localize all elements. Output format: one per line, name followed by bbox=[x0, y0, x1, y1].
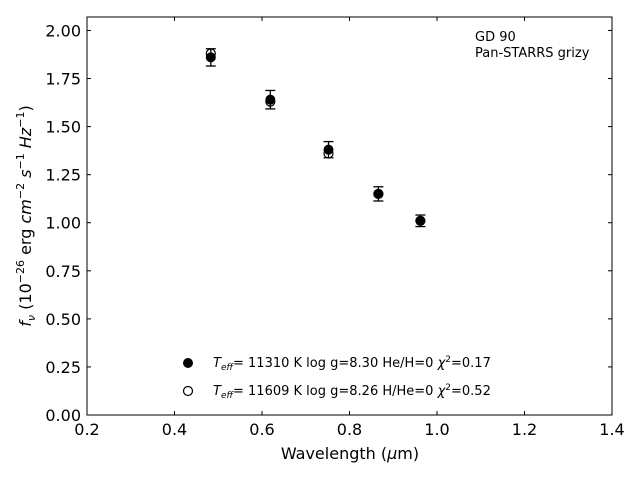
y-tick-label: 1.50 bbox=[45, 118, 81, 137]
x-tick-label: 0.2 bbox=[74, 420, 99, 439]
y-tick-label: 0.00 bbox=[45, 406, 81, 425]
data-marks bbox=[205, 48, 426, 228]
y-tick-label: 0.50 bbox=[45, 310, 81, 329]
legend-label-fit-2: Teff= 11609 K log g=8.26 H/He=0 χ2=0.52 bbox=[213, 383, 491, 401]
y-tick-label: 1.75 bbox=[45, 70, 81, 89]
data-point-filled bbox=[323, 144, 334, 155]
axis-ticks bbox=[86, 17, 613, 416]
legend-label-fit-1: Teff= 11310 K log g=8.30 He/H=0 χ2=0.17 bbox=[213, 355, 491, 373]
legend-marker-filled bbox=[183, 358, 193, 368]
x-tick-label: 1.4 bbox=[599, 420, 624, 439]
y-tick-label: 0.25 bbox=[45, 358, 81, 377]
x-tick-label: 0.8 bbox=[337, 420, 362, 439]
y-axis-label: fν (10−26 erg cm−2 s−1 Hz−1) bbox=[14, 105, 38, 326]
x-tick-labels: 0.2 0.4 0.6 0.8 1.0 1.2 1.4 bbox=[74, 420, 624, 439]
plot-area bbox=[86, 16, 613, 416]
data-point-filled bbox=[373, 188, 384, 199]
y-tick-labels: 0.00 0.25 0.50 0.75 1.00 1.25 1.50 1.75 2.00 bbox=[45, 21, 81, 425]
y-tick-label: 1.00 bbox=[45, 214, 81, 233]
y-tick-label: 0.75 bbox=[45, 262, 81, 281]
data-point-filled bbox=[205, 52, 216, 63]
x-tick-label: 1.0 bbox=[424, 420, 449, 439]
legend: Teff= 11310 K log g=8.30 He/H=0 χ2=0.17 … bbox=[182, 355, 491, 401]
data-point-filled bbox=[415, 215, 426, 226]
x-tick-label: 0.6 bbox=[249, 420, 274, 439]
x-tick-label: 0.4 bbox=[162, 420, 187, 439]
annotation-survey: Pan-STARRS grizy bbox=[475, 46, 590, 61]
x-tick-label: 1.2 bbox=[512, 420, 537, 439]
y-tick-label: 1.25 bbox=[45, 166, 81, 185]
legend-marker-open bbox=[182, 385, 194, 397]
data-point-filled bbox=[265, 94, 276, 105]
x-axis-label: Wavelength (μm) bbox=[281, 444, 419, 463]
annotation-star-name: GD 90 bbox=[475, 30, 516, 45]
y-tick-label: 2.00 bbox=[45, 21, 81, 40]
